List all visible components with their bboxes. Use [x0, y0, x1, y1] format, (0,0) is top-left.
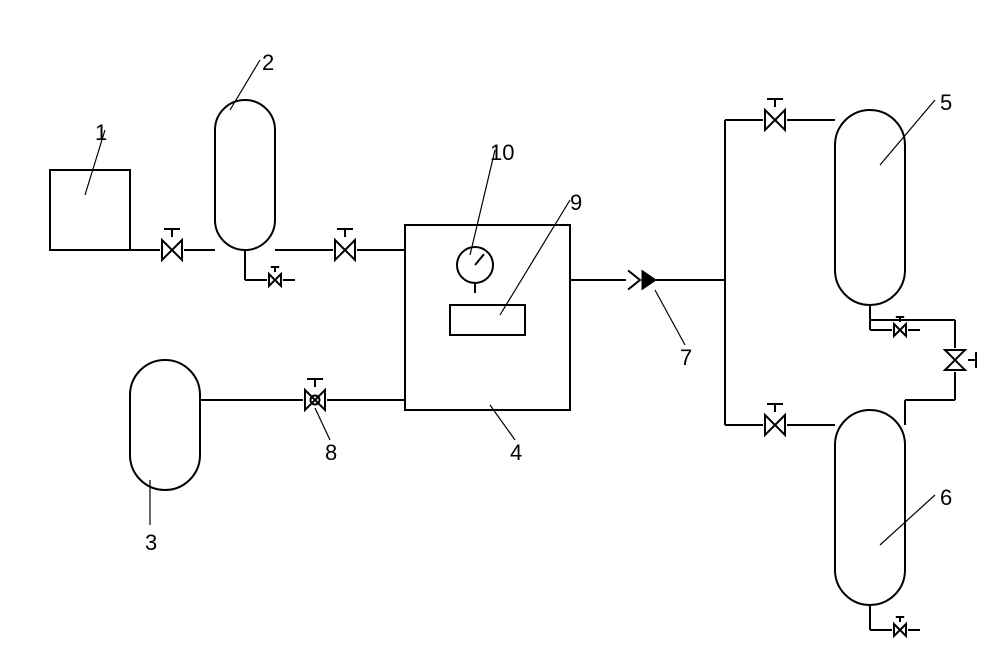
label-box4: 4 — [510, 440, 522, 466]
label-tank5: 5 — [940, 90, 952, 116]
label-valve8: 8 — [325, 440, 337, 466]
label-disp9: 9 — [570, 190, 582, 216]
label-tank2: 2 — [262, 50, 274, 76]
label-tank3: 3 — [145, 530, 157, 556]
label-tank6: 6 — [940, 485, 952, 511]
label-box1: 1 — [95, 120, 107, 146]
label-gauge10: 10 — [490, 140, 514, 166]
diagram-svg — [0, 0, 1000, 663]
label-check7: 7 — [680, 345, 692, 371]
